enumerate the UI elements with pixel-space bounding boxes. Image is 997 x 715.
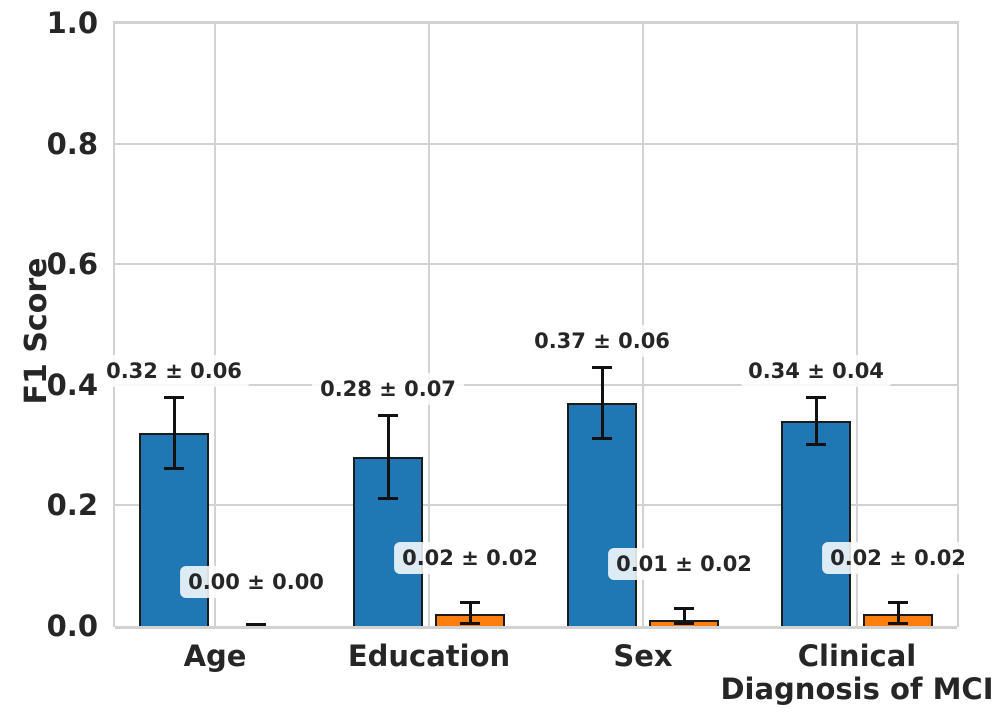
value-label-series_2-age: 0.00 ± 0.00 [180, 566, 332, 598]
axis-spine-top [113, 21, 959, 23]
error-cap-top-series_1-education [378, 413, 398, 417]
error-cap-bottom-series_2-clinical-diagnosis-of-mci [888, 622, 908, 625]
y-tick-label-0.2: 0.2 [46, 488, 98, 523]
error-line-series_1-sex [600, 366, 604, 440]
error-cap-bottom-series_1-age [164, 467, 184, 471]
gridline-vertical [214, 23, 216, 626]
error-line-series_2-sex [682, 607, 686, 624]
error-cap-bottom-series_1-clinical-diagnosis-of-mci [806, 443, 826, 447]
x-tick-label-sex: Sex [613, 639, 673, 673]
error-cap-top-series_1-age [164, 395, 184, 399]
gridline-horizontal [115, 383, 957, 386]
y-tick-label-0.4: 0.4 [46, 367, 98, 402]
gridline-vertical [642, 23, 644, 626]
y-axis-label: F1 Score [19, 257, 54, 405]
x-tick-label-education: Education [347, 639, 511, 673]
y-tick-label-0.8: 0.8 [46, 126, 98, 161]
error-cap-top-series_2-clinical-diagnosis-of-mci [888, 600, 908, 604]
error-cap-top-series_2-education [460, 600, 480, 604]
value-label-series_2-clinical-diagnosis-of-mci: 0.02 ± 0.02 [822, 541, 974, 574]
x-tick-label-age: Age [183, 639, 247, 673]
gridline-horizontal [115, 22, 957, 24]
plot-area: 0.32 ± 0.06 0.28 ± 0.07 0.37 ± 0.06 0.34 ± … [98, 21, 974, 629]
axis-spine-left [113, 23, 115, 627]
error-cap-top-series_1-clinical-diagnosis-of-mci [806, 395, 826, 399]
error-line-series_1-clinical-diagnosis-of-mci [814, 396, 818, 446]
gridline-horizontal [115, 142, 957, 145]
gridline-horizontal [115, 626, 957, 629]
error-cap-bottom-series_1-education [378, 497, 398, 501]
y-tick-label-0.6: 0.6 [46, 247, 98, 282]
gridline-horizontal [115, 263, 957, 266]
error-cap-series_2-age [246, 623, 266, 626]
value-label-series_2-sex: 0.01 ± 0.02 [608, 547, 760, 580]
gridline-vertical [856, 23, 858, 626]
value-label-series_1-education: 0.28 ± 0.07 [312, 372, 464, 405]
axis-spine-right [957, 23, 959, 627]
error-cap-top-series_1-sex [592, 365, 612, 369]
y-tick-label-1.0: 1.0 [46, 6, 98, 40]
error-line-series_2-clinical-diagnosis-of-mci [896, 601, 900, 624]
value-label-series_1-clinical-diagnosis-of-mci: 0.34 ± 0.04 [740, 354, 892, 387]
value-label-series_2-education: 0.02 ± 0.02 [394, 541, 546, 574]
error-cap-bottom-series_2-education [460, 622, 480, 625]
value-label-series_1-age: 0.32 ± 0.06 [98, 354, 250, 387]
bar-series_1-clinical-diagnosis-of-mci [781, 420, 851, 626]
y-tick-label-0.0: 0.0 [46, 609, 98, 643]
error-cap-bottom-series_2-sex [674, 622, 694, 625]
error-cap-bottom-series_1-sex [592, 437, 612, 441]
error-line-series_1-education [386, 414, 390, 500]
gridline-vertical [428, 23, 430, 626]
value-label-series_1-sex: 0.37 ± 0.06 [526, 324, 678, 357]
error-cap-top-series_2-sex [674, 606, 694, 610]
x-tick-label-clinical-diagnosis-of-mci: Clinical Diagnosis of MCI [720, 639, 994, 706]
error-line-series_1-age [172, 396, 176, 470]
gridline-horizontal [115, 504, 957, 507]
error-line-series_2-education [468, 601, 472, 624]
